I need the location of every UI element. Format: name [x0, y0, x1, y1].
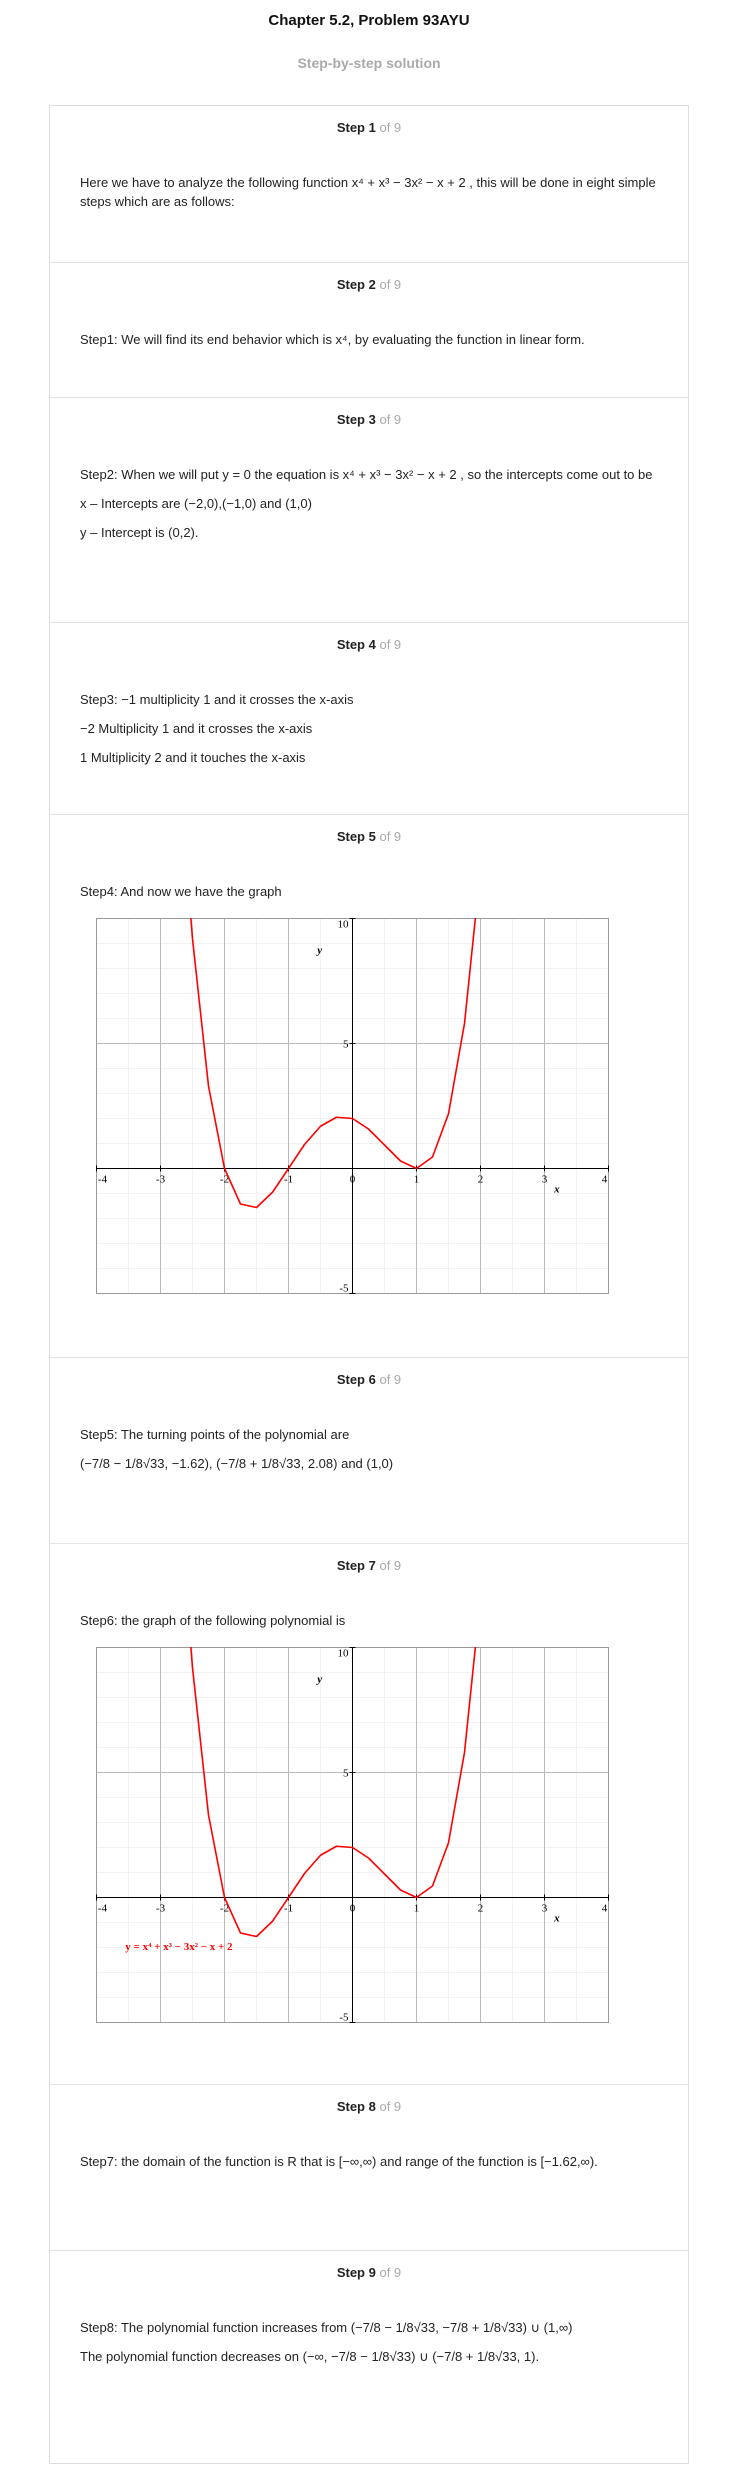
- y-tick-label: -5: [339, 1283, 349, 1295]
- step-label: Step 9: [336, 2265, 376, 2280]
- step-count: of 9: [379, 277, 402, 292]
- text-line: Step3: −1 multiplicity 1 and it crosses …: [80, 692, 354, 707]
- step-text: Step4: And now we have the graph: [50, 844, 688, 901]
- step-count: of 9: [379, 829, 402, 844]
- text-line: 1 Multiplicity 2 and it touches the x-ax…: [80, 750, 306, 765]
- page-title: Chapter 5.2, Problem 93AYU: [268, 12, 470, 29]
- step-label: Step 2: [336, 277, 376, 292]
- step-count: of 9: [379, 120, 402, 135]
- step-label: Step 1: [336, 120, 376, 135]
- x-tick-label: -2: [220, 1903, 229, 1915]
- y-tick-label: 10: [338, 1648, 350, 1660]
- x-tick-label: 2: [478, 1903, 484, 1915]
- text-line: Step1: We will find its end behavior whi…: [80, 332, 585, 347]
- equation-label: y = x⁴ + x³ − 3x² − x + 2: [125, 1941, 233, 1953]
- step-count: of 9: [379, 1372, 402, 1387]
- text-line: Step7: the domain of the function is R t…: [80, 2154, 598, 2169]
- text-line: x – Intercepts are (−2,0),(−1,0) and (1,…: [80, 496, 312, 511]
- x-tick-label: -4: [98, 1903, 108, 1915]
- text-line: Here we have to analyze the following fu…: [80, 175, 656, 209]
- step-text: Here we have to analyze the following fu…: [50, 135, 688, 211]
- text-line: (−7/8 − 1/8√33, −1.62), (−7/8 + 1/8√33, …: [80, 1456, 394, 1471]
- x-tick-label: -2: [220, 1174, 229, 1186]
- x-tick-label: 0: [350, 1174, 356, 1186]
- x-tick-label: 3: [542, 1174, 548, 1186]
- step-text: Step3: −1 multiplicity 1 and it crosses …: [50, 652, 688, 767]
- x-tick-label: -4: [98, 1174, 108, 1186]
- y-tick-label: -5: [339, 2012, 349, 2024]
- step: Step 6 of 9 Step5: The turning points of …: [50, 1358, 688, 1544]
- step-header: Step 8 of 9: [50, 2085, 688, 2114]
- text-line: y – Intercept is (0,2).: [80, 525, 199, 540]
- step-header: Step 6 of 9: [50, 1358, 688, 1387]
- step: Step 2 of 9 Step1: We will find its end b…: [50, 263, 688, 398]
- step-count: of 9: [379, 1558, 402, 1573]
- step-label: Step 3: [336, 412, 376, 427]
- x-tick-label: 4: [602, 1903, 608, 1915]
- page-subtitle: Step-by-step solution: [297, 55, 441, 71]
- x-tick-label: 1: [414, 1903, 420, 1915]
- x-tick-label: -1: [284, 1903, 293, 1915]
- y-tick-label: 10: [338, 919, 350, 931]
- step-header: Step 2 of 9: [50, 263, 688, 292]
- y-tick-label: 5: [343, 1039, 349, 1051]
- step-text: Step8: The polynomial function increases…: [50, 2280, 688, 2366]
- text-line: −2 Multiplicity 1 and it crosses the x-a…: [80, 721, 313, 736]
- x-tick-label: 2: [478, 1174, 484, 1186]
- x-tick-label: -1: [284, 1174, 293, 1186]
- step-label: Step 5: [336, 829, 376, 844]
- step-header: Step 5 of 9: [50, 815, 688, 844]
- step-count: of 9: [379, 412, 402, 427]
- x-tick-label: 3: [542, 1903, 548, 1915]
- step-text: Step7: the domain of the function is R t…: [50, 2114, 688, 2171]
- y-tick-label: 5: [343, 1768, 349, 1780]
- text-line: The polynomial function decreases on (−∞…: [80, 2349, 540, 2364]
- x-tick-label: 0: [350, 1903, 356, 1915]
- step-label: Step 8: [336, 2099, 376, 2114]
- graph: -4 -3 -2 -1 0 1 2 3 4 -5 5 10 x y y = x⁴ + x³ − 3x² − …: [96, 1647, 609, 2023]
- step: Step 7 of 9 Step6: the graph of the follo…: [50, 1544, 688, 2085]
- step: Step 5 of 9 Step4: And now we have the gr…: [50, 815, 688, 1358]
- step-label: Step 4: [336, 637, 376, 652]
- step-label: Step 7: [336, 1558, 376, 1573]
- y-axis-label: y: [315, 945, 322, 957]
- x-tick-label: -3: [156, 1174, 166, 1186]
- step: Step 9 of 9 Step8: The polynomial functio…: [50, 2251, 688, 2464]
- curve: [190, 918, 477, 1209]
- text-line: Step6: the graph of the following polyno…: [80, 1613, 346, 1628]
- step-count: of 9: [379, 637, 402, 652]
- step-header: Step 9 of 9: [50, 2251, 688, 2280]
- step-count: of 9: [379, 2099, 402, 2114]
- step-text: Step5: The turning points of the polynom…: [50, 1387, 688, 1473]
- solution-box: Step 1 of 9 Here we have to analyze the f…: [49, 105, 689, 2464]
- x-axis-label: x: [553, 1913, 560, 1925]
- x-tick-label: 1: [414, 1174, 420, 1186]
- text-line: Step4: And now we have the graph: [80, 884, 282, 899]
- x-tick-label: 4: [602, 1174, 608, 1186]
- text-line: Step2: When we will put y = 0 the equati…: [80, 467, 653, 482]
- step-header: Step 7 of 9: [50, 1544, 688, 1573]
- y-axis-label: y: [315, 1674, 322, 1686]
- x-tick-label: -3: [156, 1903, 166, 1915]
- step-text: Step2: When we will put y = 0 the equati…: [50, 427, 688, 542]
- step-count: of 9: [379, 2265, 402, 2280]
- step: Step 4 of 9 Step3: −1 multiplicity 1 and …: [50, 623, 688, 815]
- curve: [190, 1647, 477, 1938]
- step-text: Step1: We will find its end behavior whi…: [50, 292, 688, 349]
- step-text: Step6: the graph of the following polyno…: [50, 1573, 688, 1630]
- step-header: Step 1 of 9: [50, 106, 688, 135]
- graph: -4 -3 -2 -1 0 1 2 3 4 -5 5 10 x y: [96, 918, 609, 1294]
- step: Step 8 of 9 Step7: the domain of the func…: [50, 2085, 688, 2251]
- x-axis-label: x: [553, 1184, 560, 1196]
- step-label: Step 6: [336, 1372, 376, 1387]
- step-header: Step 4 of 9: [50, 623, 688, 652]
- text-line: Step5: The turning points of the polynom…: [80, 1427, 350, 1442]
- step: Step 3 of 9 Step2: When we will put y = 0…: [50, 398, 688, 623]
- text-line: Step8: The polynomial function increases…: [80, 2320, 573, 2335]
- step-header: Step 3 of 9: [50, 398, 688, 427]
- step: Step 1 of 9 Here we have to analyze the f…: [50, 106, 688, 263]
